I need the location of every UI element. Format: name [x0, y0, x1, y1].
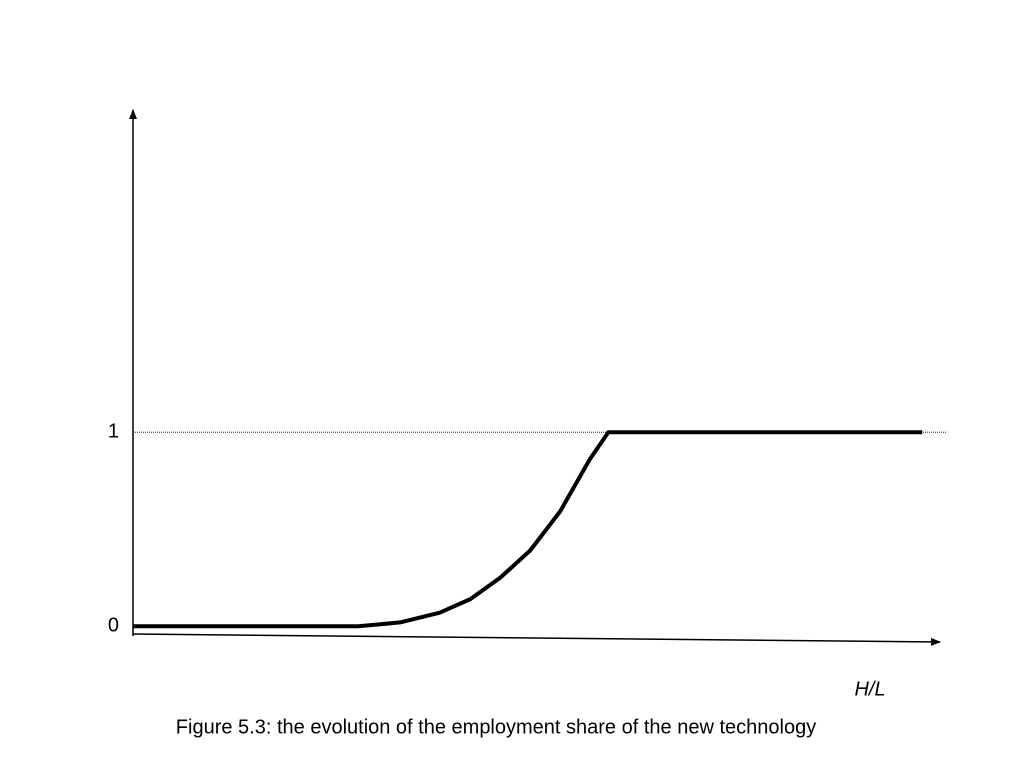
- x-axis: [132, 633, 941, 646]
- y-tick-label: 1: [108, 420, 119, 442]
- caption: Figure 5.3: the evolution of the employm…: [176, 716, 816, 738]
- line-series: [133, 430, 923, 629]
- y-tick-label: 0: [108, 615, 119, 637]
- x-axis-label: H/L: [854, 678, 885, 700]
